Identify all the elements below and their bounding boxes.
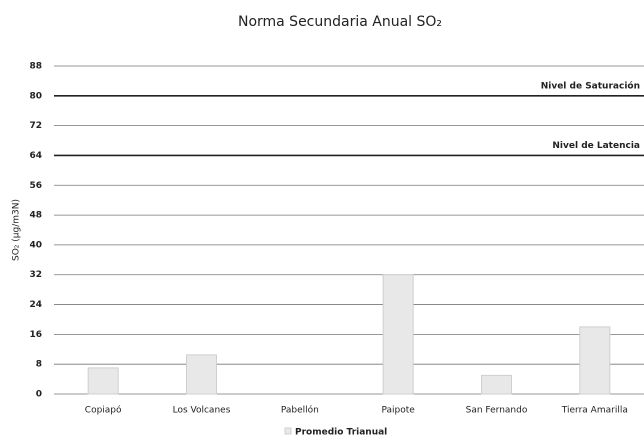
bar xyxy=(382,274,414,395)
bar xyxy=(481,374,512,395)
y-axis-label: SO₂ (µg/m3N) xyxy=(12,199,22,261)
y-tick-label: 32 xyxy=(29,270,42,280)
y-tick-label: 88 xyxy=(29,62,42,72)
legend-label: Promedio Trianual xyxy=(295,428,387,438)
reference-label: Nivel de Latencia xyxy=(552,141,640,151)
y-tick-label: 40 xyxy=(29,240,42,250)
y-tick-label: 72 xyxy=(29,121,42,131)
chart-title: Norma Secundaria Anual SO₂ xyxy=(238,14,442,30)
x-tick-label: Los Volcanes xyxy=(173,406,231,416)
y-tick-label: 24 xyxy=(29,300,42,310)
x-tick-label: Copiapó xyxy=(85,405,122,416)
bar xyxy=(87,367,119,395)
y-tick-label: 80 xyxy=(29,91,42,101)
y-tick-label: 56 xyxy=(29,181,42,191)
reference-label: Nivel de Saturación xyxy=(541,80,640,91)
y-tick-label: 16 xyxy=(29,330,42,340)
bar xyxy=(579,326,611,395)
x-tick-label: Pabellón xyxy=(281,405,319,416)
x-tick-label: San Fernando xyxy=(466,406,528,416)
bar xyxy=(186,354,217,395)
x-tick-label: Paipote xyxy=(382,406,416,416)
y-tick-label: 0 xyxy=(36,390,42,400)
legend-swatch xyxy=(284,427,292,435)
x-tick-label: Tierra Amarilla xyxy=(561,406,628,416)
y-tick-label: 8 xyxy=(36,360,42,370)
y-tick-label: 48 xyxy=(29,211,42,221)
y-tick-label: 64 xyxy=(29,151,42,161)
